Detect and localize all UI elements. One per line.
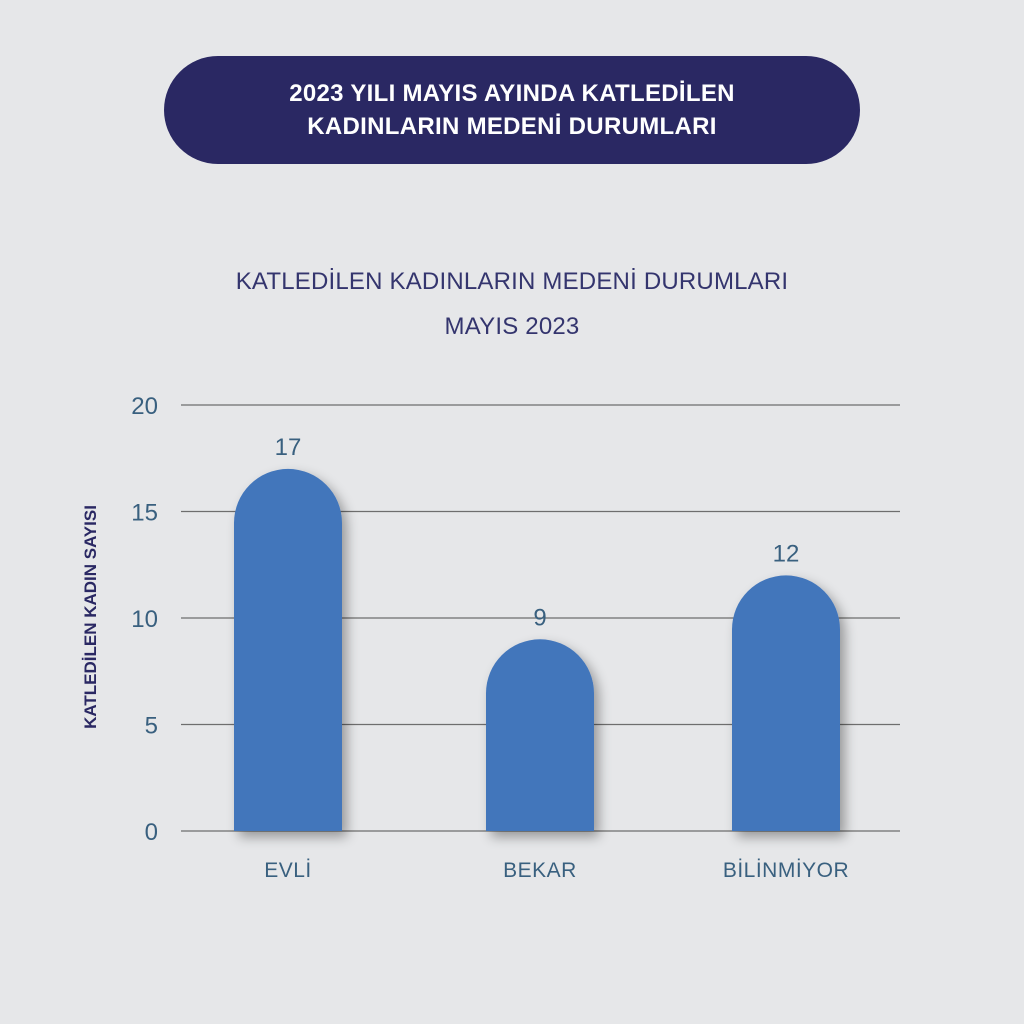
banner-title-line-2: KADINLARIN MEDENİ DURUMLARI [307,113,717,140]
data-label: 12 [773,540,800,567]
chart-title: KATLEDİLEN KADINLARIN MEDENİ DURUMLARI [235,268,789,295]
title-banner: 2023 YILI MAYIS AYINDA KATLEDİLEN KADINL… [164,56,860,164]
x-tick-label: BİLİNMİYOR [723,859,849,882]
bar [732,575,840,831]
y-tick-label: 0 [145,819,158,846]
y-tick-label: 5 [145,713,158,740]
data-label: 17 [275,434,302,461]
data-label: 9 [533,604,546,631]
y-axis-ticks: 0 5 10 15 20 [131,393,158,846]
y-tick-label: 15 [131,500,158,527]
y-tick-label: 10 [131,606,158,633]
bars [234,468,840,831]
x-tick-label: EVLİ [264,859,312,882]
bar [234,468,342,831]
x-axis-ticks: EVLİ BEKAR BİLİNMİYOR [264,859,849,882]
bar [486,639,594,831]
banner-title-line-1: 2023 YILI MAYIS AYINDA KATLEDİLEN [289,80,735,107]
y-tick-label: 20 [131,393,158,420]
y-axis-label: KATLEDİLEN KADIN SAYISI [81,505,100,729]
x-tick-label: BEKAR [503,859,577,882]
chart-subtitle: MAYIS 2023 [444,313,580,340]
data-labels: 17 9 12 [275,434,800,631]
